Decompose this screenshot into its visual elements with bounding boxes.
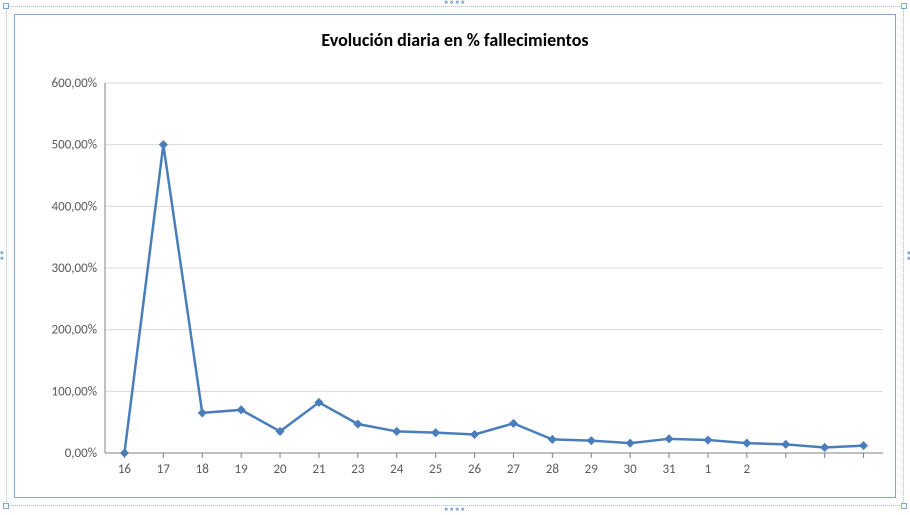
svg-text:23: 23 xyxy=(351,462,365,477)
svg-text:400,00%: 400,00% xyxy=(52,199,97,214)
svg-text:29: 29 xyxy=(585,462,599,477)
svg-text:17: 17 xyxy=(157,462,171,477)
handle-bl[interactable] xyxy=(3,503,9,509)
svg-text:24: 24 xyxy=(390,462,404,477)
svg-text:0,00%: 0,00% xyxy=(65,446,97,461)
svg-text:500,00%: 500,00% xyxy=(52,138,97,153)
chart-frame[interactable]: Evolución diaria en % fallecimientos 0,0… xyxy=(14,14,896,498)
svg-text:30: 30 xyxy=(624,462,638,477)
svg-text:18: 18 xyxy=(196,462,210,477)
chart-plot: 0,00% 100,00% 200,00% 300,00% 400,00% 500,00%… xyxy=(15,15,895,497)
handle-dots-left: •• xyxy=(0,251,6,262)
handle-tl[interactable] xyxy=(3,3,9,9)
svg-text:31: 31 xyxy=(662,462,675,477)
svg-text:200,00%: 200,00% xyxy=(52,323,97,338)
handle-tr[interactable] xyxy=(901,3,907,9)
svg-text:2: 2 xyxy=(744,462,751,477)
svg-text:100,00%: 100,00% xyxy=(52,384,97,399)
svg-text:27: 27 xyxy=(507,462,521,477)
svg-text:16: 16 xyxy=(118,462,132,477)
svg-text:1: 1 xyxy=(705,462,712,477)
chart-container: •••• •••• •• •• Evolución diaria en % fa… xyxy=(6,6,904,506)
svg-text:19: 19 xyxy=(235,462,249,477)
svg-text:26: 26 xyxy=(468,462,482,477)
svg-text:21: 21 xyxy=(312,462,325,477)
svg-text:300,00%: 300,00% xyxy=(52,261,97,276)
handle-dots-top: •••• xyxy=(444,0,466,7)
handle-dots-bottom: •••• xyxy=(444,505,466,514)
handle-dots-right: •• xyxy=(904,251,910,262)
svg-text:20: 20 xyxy=(273,462,287,477)
handle-br[interactable] xyxy=(901,503,907,509)
svg-text:25: 25 xyxy=(429,462,442,477)
svg-text:600,00%: 600,00% xyxy=(52,76,97,91)
svg-text:28: 28 xyxy=(546,462,560,477)
